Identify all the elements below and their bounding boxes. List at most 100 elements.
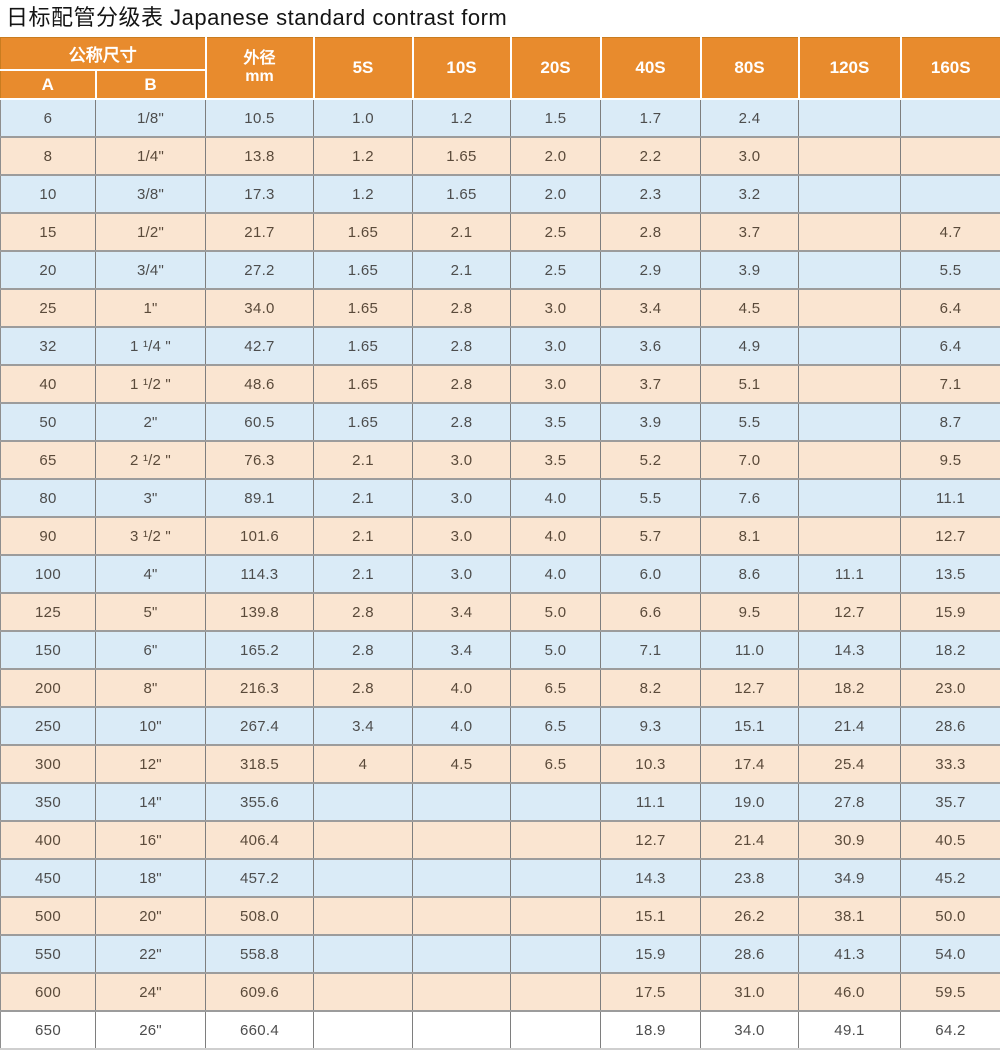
- cell-10s: [412, 1010, 511, 1050]
- cell-20s: 2.0: [510, 136, 601, 176]
- cell-a: 65: [0, 440, 96, 480]
- cell-80s: 5.1: [700, 364, 799, 404]
- cell-160s: 40.5: [900, 820, 1000, 860]
- cell-5s: 2.1: [313, 554, 413, 594]
- table-row: 40 1 ¹/2 " 48.6 1.65 2.8 3.0 3.7 5.1 7.1: [0, 364, 1000, 404]
- cell-160s: [900, 98, 1000, 138]
- cell-b: 1 ¹/4 ": [95, 326, 206, 366]
- cell-160s: 54.0: [900, 934, 1000, 974]
- page-title: 日标配管分级表 Japanese standard contrast form: [6, 5, 508, 30]
- cell-od-mm: 558.8: [205, 934, 314, 974]
- cell-40s: 9.3: [600, 706, 701, 746]
- cell-10s: [412, 858, 511, 898]
- cell-a: 400: [0, 820, 96, 860]
- table-row: 300 12" 318.5 4 4.5 6.5 10.3 17.4 25.4 33.3: [0, 744, 1000, 784]
- cell-5s: 1.65: [313, 250, 413, 290]
- cell-a: 250: [0, 706, 96, 746]
- header-outer-diameter-unit: mm: [245, 68, 274, 85]
- cell-20s: 4.0: [510, 478, 601, 518]
- cell-5s: [313, 858, 413, 898]
- cell-od-mm: 609.6: [205, 972, 314, 1012]
- cell-a: 20: [0, 250, 96, 290]
- cell-80s: 5.5: [700, 402, 799, 442]
- cell-160s: 15.9: [900, 592, 1000, 632]
- table-row: 32 1 ¹/4 " 42.7 1.65 2.8 3.0 3.6 4.9 6.4: [0, 326, 1000, 366]
- header-col-b: B: [94, 69, 206, 100]
- cell-40s: 2.9: [600, 250, 701, 290]
- cell-b: 3/8": [95, 174, 206, 214]
- cell-10s: [412, 782, 511, 822]
- cell-20s: 3.5: [510, 402, 601, 442]
- table-row: 8 1/4" 13.8 1.2 1.65 2.0 2.2 3.0: [0, 136, 1000, 176]
- cell-10s: 2.8: [412, 288, 511, 328]
- cell-120s: [798, 174, 901, 214]
- cell-20s: 2.5: [510, 212, 601, 252]
- cell-40s: 5.7: [600, 516, 701, 556]
- cell-40s: 15.1: [600, 896, 701, 936]
- cell-10s: 2.1: [412, 212, 511, 252]
- cell-5s: 2.1: [313, 516, 413, 556]
- cell-20s: 3.0: [510, 326, 601, 366]
- cell-b: 16": [95, 820, 206, 860]
- cell-5s: 1.2: [313, 174, 413, 214]
- cell-od-mm: 17.3: [205, 174, 314, 214]
- cell-od-mm: 216.3: [205, 668, 314, 708]
- cell-40s: 8.2: [600, 668, 701, 708]
- cell-a: 200: [0, 668, 96, 708]
- cell-od-mm: 318.5: [205, 744, 314, 784]
- cell-a: 550: [0, 934, 96, 974]
- cell-40s: 18.9: [600, 1010, 701, 1050]
- cell-10s: 2.1: [412, 250, 511, 290]
- cell-80s: 31.0: [700, 972, 799, 1012]
- table-row: 65 2 ¹/2 " 76.3 2.1 3.0 3.5 5.2 7.0 9.5: [0, 440, 1000, 480]
- cell-160s: 35.7: [900, 782, 1000, 822]
- cell-od-mm: 508.0: [205, 896, 314, 936]
- cell-a: 500: [0, 896, 96, 936]
- cell-40s: 3.7: [600, 364, 701, 404]
- cell-b: 1": [95, 288, 206, 328]
- table-row: 400 16" 406.4 12.7 21.4 30.9 40.5: [0, 820, 1000, 860]
- cell-b: 1/4": [95, 136, 206, 176]
- table-row: 80 3" 89.1 2.1 3.0 4.0 5.5 7.6 11.1: [0, 478, 1000, 518]
- cell-od-mm: 48.6: [205, 364, 314, 404]
- cell-10s: 4.0: [412, 668, 511, 708]
- cell-40s: 11.1: [600, 782, 701, 822]
- cell-120s: 30.9: [798, 820, 901, 860]
- cell-20s: 3.5: [510, 440, 601, 480]
- cell-od-mm: 89.1: [205, 478, 314, 518]
- cell-10s: 2.8: [412, 402, 511, 442]
- cell-b: 1/2": [95, 212, 206, 252]
- cell-40s: 14.3: [600, 858, 701, 898]
- cell-od-mm: 457.2: [205, 858, 314, 898]
- cell-20s: [510, 896, 601, 936]
- table-row: 200 8" 216.3 2.8 4.0 6.5 8.2 12.7 18.2 23.0: [0, 668, 1000, 708]
- cell-5s: 1.0: [313, 98, 413, 138]
- cell-120s: 49.1: [798, 1010, 901, 1050]
- cell-10s: 1.2: [412, 98, 511, 138]
- cell-120s: 18.2: [798, 668, 901, 708]
- cell-b: 3/4": [95, 250, 206, 290]
- cell-od-mm: 21.7: [205, 212, 314, 252]
- cell-120s: 25.4: [798, 744, 901, 784]
- table-row: 650 26" 660.4 18.9 34.0 49.1 64.2: [0, 1010, 1000, 1050]
- cell-160s: 13.5: [900, 554, 1000, 594]
- table-row: 100 4" 114.3 2.1 3.0 4.0 6.0 8.6 11.1 13.5: [0, 554, 1000, 594]
- cell-10s: [412, 972, 511, 1012]
- cell-160s: 7.1: [900, 364, 1000, 404]
- cell-20s: [510, 858, 601, 898]
- cell-160s: 8.7: [900, 402, 1000, 442]
- cell-od-mm: 34.0: [205, 288, 314, 328]
- cell-120s: 46.0: [798, 972, 901, 1012]
- header-nominal-size: 公称尺寸: [0, 37, 207, 71]
- header-outer-diameter-label: 外径: [243, 50, 276, 68]
- cell-10s: 3.0: [412, 440, 511, 480]
- cell-5s: [313, 934, 413, 974]
- cell-160s: 12.7: [900, 516, 1000, 556]
- cell-80s: 8.1: [700, 516, 799, 556]
- cell-od-mm: 355.6: [205, 782, 314, 822]
- cell-80s: 34.0: [700, 1010, 799, 1050]
- cell-od-mm: 76.3: [205, 440, 314, 480]
- table-row: 20 3/4" 27.2 1.65 2.1 2.5 2.9 3.9 5.5: [0, 250, 1000, 290]
- cell-od-mm: 101.6: [205, 516, 314, 556]
